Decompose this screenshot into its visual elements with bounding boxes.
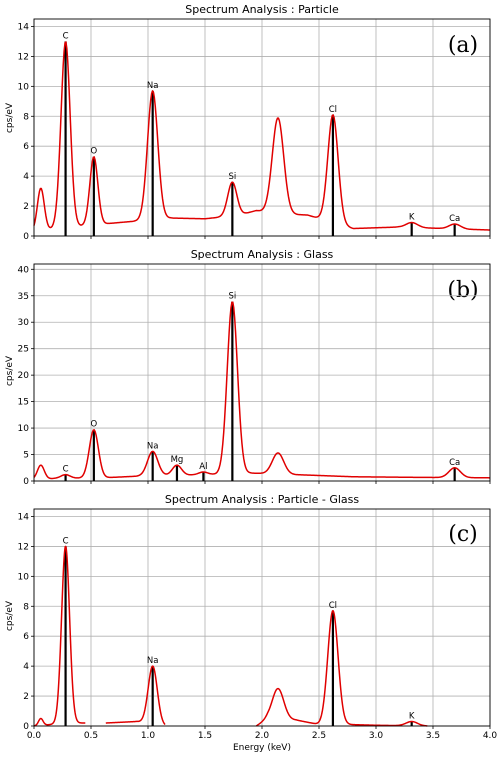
peak-label: Al <box>199 462 207 472</box>
y-tick-label: 0 <box>23 477 29 487</box>
chart-title: Spectrum Analysis : Glass <box>191 248 334 261</box>
peak-label: Ca <box>449 214 460 224</box>
peak-label: Ca <box>449 458 460 468</box>
peak-label: Cl <box>329 105 337 115</box>
spectrum-line <box>33 301 490 480</box>
y-tick-label: 20 <box>18 371 30 381</box>
y-axis-label: cps/eV <box>5 355 15 386</box>
x-tick-label: 1.5 <box>198 731 212 741</box>
x-tick-label: 3.5 <box>426 731 440 741</box>
x-tick-label: 0.5 <box>84 731 98 741</box>
y-tick-label: 4 <box>23 172 29 182</box>
y-tick-label: 10 <box>18 82 30 92</box>
y-tick-label: 30 <box>18 318 30 328</box>
peak-label: Na <box>147 441 159 451</box>
y-tick-label: 10 <box>18 424 30 434</box>
y-tick-label: 12 <box>18 52 29 62</box>
chart-title: Spectrum Analysis : Particle <box>185 3 339 16</box>
peak-label: C <box>63 465 69 475</box>
peak-label: C <box>63 536 69 546</box>
y-tick-label: 25 <box>18 345 29 355</box>
panel-label: (c) <box>448 522 478 547</box>
spectrum-line <box>255 610 428 727</box>
spectrum-line <box>33 41 491 231</box>
spectrum-line <box>33 545 86 727</box>
x-tick-label: 2.5 <box>312 731 326 741</box>
y-tick-label: 8 <box>23 602 29 612</box>
y-tick-label: 2 <box>23 692 29 702</box>
y-axis-label: cps/eV <box>5 102 15 133</box>
peak-label: C <box>63 31 69 41</box>
y-tick-label: 14 <box>18 512 30 522</box>
peak-label: Cl <box>329 601 337 611</box>
y-tick-label: 6 <box>23 142 29 152</box>
y-tick-label: 5 <box>23 451 29 461</box>
peak-label: O <box>90 420 97 430</box>
peak-label: Si <box>228 292 236 302</box>
panel-glass: Spectrum Analysis : Glass cps/eV (b) C O N… <box>5 248 491 487</box>
panel-particle: Spectrum Analysis : Particle cps/eV (a) … <box>5 3 491 242</box>
peak-label: K <box>409 712 415 722</box>
y-tick-label: 4 <box>23 662 29 672</box>
panel-particle-minus-glass: Spectrum Analysis : Particle - Glass cps… <box>5 493 497 753</box>
y-tick-label: 0 <box>23 232 29 242</box>
x-tick-label: 1.0 <box>141 731 156 741</box>
peak-label: Na <box>147 656 159 666</box>
peak-label: K <box>409 213 415 223</box>
y-axis-label: cps/eV <box>5 600 15 631</box>
spectrum-line <box>105 665 166 726</box>
y-tick-label: 40 <box>18 265 30 275</box>
y-tick-label: 2 <box>23 202 29 212</box>
y-tick-label: 12 <box>18 542 29 552</box>
panel-label: (b) <box>447 278 478 303</box>
peak-label: Si <box>228 172 236 182</box>
x-tick-label: 4.0 <box>483 731 498 741</box>
x-axis-label: Energy (keV) <box>233 743 291 753</box>
y-tick-label: 35 <box>18 292 29 302</box>
y-tick-label: 10 <box>18 572 30 582</box>
y-tick-label: 15 <box>18 398 29 408</box>
peak-label: Na <box>147 81 159 91</box>
x-tick-label: 2.0 <box>255 731 270 741</box>
panel-label: (a) <box>448 33 478 58</box>
peak-label: O <box>90 147 97 157</box>
x-tick-label: 3.0 <box>369 731 384 741</box>
x-tick-label: 0.0 <box>27 731 42 741</box>
y-tick-label: 8 <box>23 112 29 122</box>
y-tick-label: 14 <box>18 22 30 32</box>
y-tick-label: 6 <box>23 632 29 642</box>
peak-label: Mg <box>171 455 184 465</box>
chart-title: Spectrum Analysis : Particle - Glass <box>165 493 359 506</box>
y-tick-label: 0 <box>23 722 29 732</box>
